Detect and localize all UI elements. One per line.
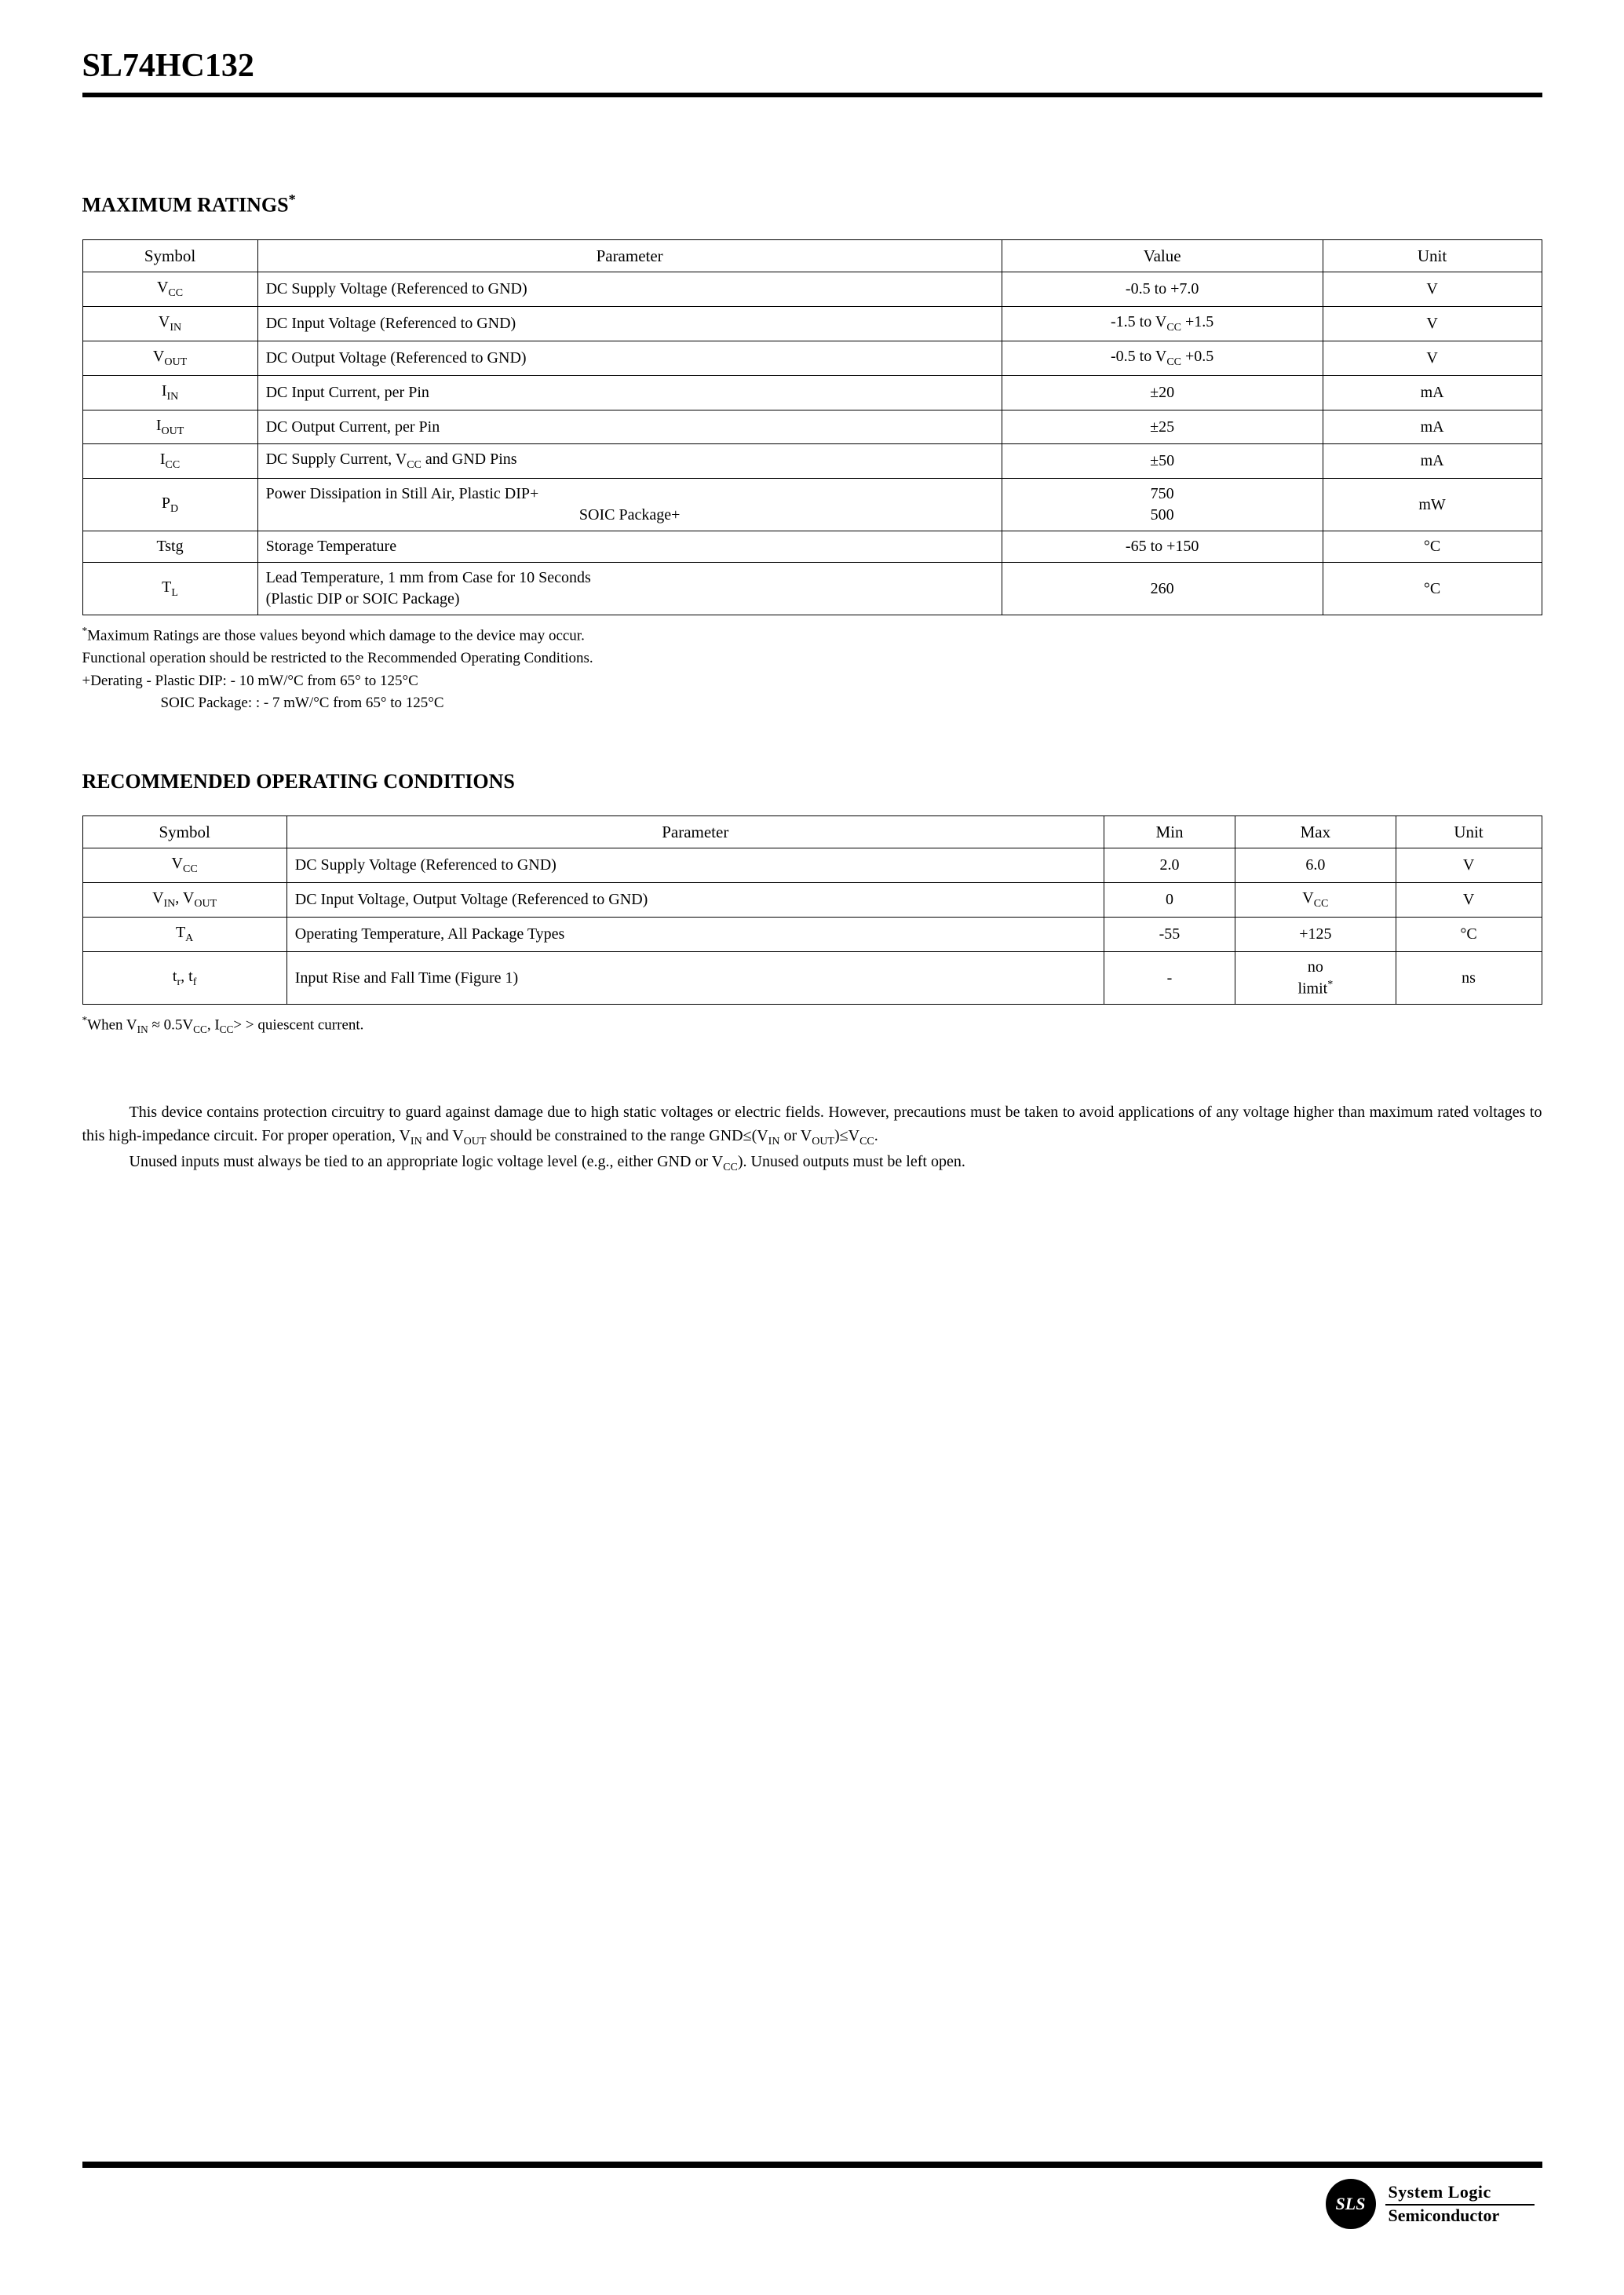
cell-parameter: DC Supply Current, VCC and GND Pins: [257, 444, 1002, 479]
header-rule: [82, 93, 1542, 97]
cell-symbol: TA: [82, 917, 286, 951]
table-header-row: Symbol Parameter Value Unit: [82, 239, 1542, 272]
table-row: TstgStorage Temperature-65 to +150°C: [82, 531, 1542, 563]
cell-parameter: DC Supply Voltage (Referenced to GND): [286, 848, 1104, 883]
th-unit: Unit: [1396, 815, 1542, 848]
table-row: IOUTDC Output Current, per Pin±25mA: [82, 410, 1542, 444]
cell-value: ±25: [1002, 410, 1323, 444]
cell-value: -1.5 to VCC +1.5: [1002, 306, 1323, 341]
th-parameter: Parameter: [286, 815, 1104, 848]
table-header-row: Symbol Parameter Min Max Unit: [82, 815, 1542, 848]
cell-symbol: ICC: [82, 444, 257, 479]
logo-line2: Semiconductor: [1385, 2206, 1535, 2226]
th-symbol: Symbol: [82, 239, 257, 272]
cell-parameter: DC Supply Voltage (Referenced to GND): [257, 272, 1002, 307]
cell-symbol: TL: [82, 563, 257, 615]
table-row: ICCDC Supply Current, VCC and GND Pins±5…: [82, 444, 1542, 479]
cell-unit: mA: [1323, 444, 1542, 479]
cell-parameter: DC Output Current, per Pin: [257, 410, 1002, 444]
cell-min: 2.0: [1104, 848, 1235, 883]
logo-circle-icon: SLS: [1326, 2179, 1376, 2229]
table-row: VIN, VOUTDC Input Voltage, Output Voltag…: [82, 882, 1542, 917]
cell-value: ±20: [1002, 375, 1323, 410]
cell-max: VCC: [1235, 882, 1396, 917]
footer-rule: [82, 2162, 1542, 2168]
table-row: TAOperating Temperature, All Package Typ…: [82, 917, 1542, 951]
section1-title: MAXIMUM RATINGS*: [82, 192, 1542, 217]
cell-unit: mA: [1323, 375, 1542, 410]
cell-symbol: VIN: [82, 306, 257, 341]
cell-parameter: Storage Temperature: [257, 531, 1002, 563]
maximum-ratings-table: Symbol Parameter Value Unit VCCDC Supply…: [82, 239, 1542, 616]
section2-note: *When VIN ≈ 0.5VCC, ICC> > quiescent cur…: [82, 1012, 1542, 1038]
cell-max: 6.0: [1235, 848, 1396, 883]
cell-symbol: VCC: [82, 848, 286, 883]
cell-value: -0.5 to +7.0: [1002, 272, 1323, 307]
cell-symbol: IIN: [82, 375, 257, 410]
cell-unit: ns: [1396, 951, 1542, 1005]
cell-unit: V: [1323, 306, 1542, 341]
cell-parameter: Input Rise and Fall Time (Figure 1): [286, 951, 1104, 1005]
cell-value: -0.5 to VCC +0.5: [1002, 341, 1323, 375]
cell-parameter: DC Input Current, per Pin: [257, 375, 1002, 410]
th-parameter: Parameter: [257, 239, 1002, 272]
cell-unit: V: [1396, 882, 1542, 917]
cell-unit: °C: [1396, 917, 1542, 951]
cell-value: 260: [1002, 563, 1323, 615]
cell-unit: V: [1323, 341, 1542, 375]
cell-unit: °C: [1323, 563, 1542, 615]
cell-value: ±50: [1002, 444, 1323, 479]
body-paragraphs: This device contains protection circuitr…: [82, 1100, 1542, 1176]
cell-unit: °C: [1323, 531, 1542, 563]
table-row: VCCDC Supply Voltage (Referenced to GND)…: [82, 272, 1542, 307]
page-footer: SLS System Logic Semiconductor: [82, 2162, 1542, 2229]
cell-unit: V: [1396, 848, 1542, 883]
cell-value: 750500: [1002, 479, 1323, 531]
cell-parameter: Operating Temperature, All Package Types: [286, 917, 1104, 951]
th-min: Min: [1104, 815, 1235, 848]
table-row: IINDC Input Current, per Pin±20mA: [82, 375, 1542, 410]
table-row: VINDC Input Voltage (Referenced to GND)-…: [82, 306, 1542, 341]
section2-title: RECOMMENDED OPERATING CONDITIONS: [82, 770, 1542, 794]
cell-symbol: VOUT: [82, 341, 257, 375]
cell-parameter: DC Output Voltage (Referenced to GND): [257, 341, 1002, 375]
th-symbol: Symbol: [82, 815, 286, 848]
table-row: TLLead Temperature, 1 mm from Case for 1…: [82, 563, 1542, 615]
cell-max: +125: [1235, 917, 1396, 951]
page-title: SL74HC132: [82, 47, 1542, 85]
paragraph-2: Unused inputs must always be tied to an …: [82, 1150, 1542, 1176]
section1-notes: *Maximum Ratings are those values beyond…: [82, 623, 1542, 714]
logo-text: System Logic Semiconductor: [1385, 2182, 1535, 2227]
cell-symbol: VCC: [82, 272, 257, 307]
th-max: Max: [1235, 815, 1396, 848]
cell-symbol: PD: [82, 479, 257, 531]
cell-symbol: VIN, VOUT: [82, 882, 286, 917]
cell-value: -65 to +150: [1002, 531, 1323, 563]
logo-line1: System Logic: [1385, 2182, 1535, 2206]
table-row: VOUTDC Output Voltage (Referenced to GND…: [82, 341, 1542, 375]
th-value: Value: [1002, 239, 1323, 272]
cell-unit: mA: [1323, 410, 1542, 444]
cell-parameter: DC Input Voltage (Referenced to GND): [257, 306, 1002, 341]
recommended-conditions-table: Symbol Parameter Min Max Unit VCCDC Supp…: [82, 815, 1542, 1005]
cell-max: nolimit*: [1235, 951, 1396, 1005]
cell-parameter: Lead Temperature, 1 mm from Case for 10 …: [257, 563, 1002, 615]
cell-unit: mW: [1323, 479, 1542, 531]
cell-symbol: IOUT: [82, 410, 257, 444]
th-unit: Unit: [1323, 239, 1542, 272]
cell-symbol: tr, tf: [82, 951, 286, 1005]
cell-min: -55: [1104, 917, 1235, 951]
table-row: tr, tfInput Rise and Fall Time (Figure 1…: [82, 951, 1542, 1005]
cell-min: -: [1104, 951, 1235, 1005]
cell-min: 0: [1104, 882, 1235, 917]
paragraph-1: This device contains protection circuitr…: [82, 1100, 1542, 1150]
cell-unit: V: [1323, 272, 1542, 307]
table-row: PDPower Dissipation in Still Air, Plasti…: [82, 479, 1542, 531]
cell-parameter: DC Input Voltage, Output Voltage (Refere…: [286, 882, 1104, 917]
footer-logo: SLS System Logic Semiconductor: [82, 2179, 1542, 2229]
cell-symbol: Tstg: [82, 531, 257, 563]
cell-parameter: Power Dissipation in Still Air, Plastic …: [257, 479, 1002, 531]
table-row: VCCDC Supply Voltage (Referenced to GND)…: [82, 848, 1542, 883]
